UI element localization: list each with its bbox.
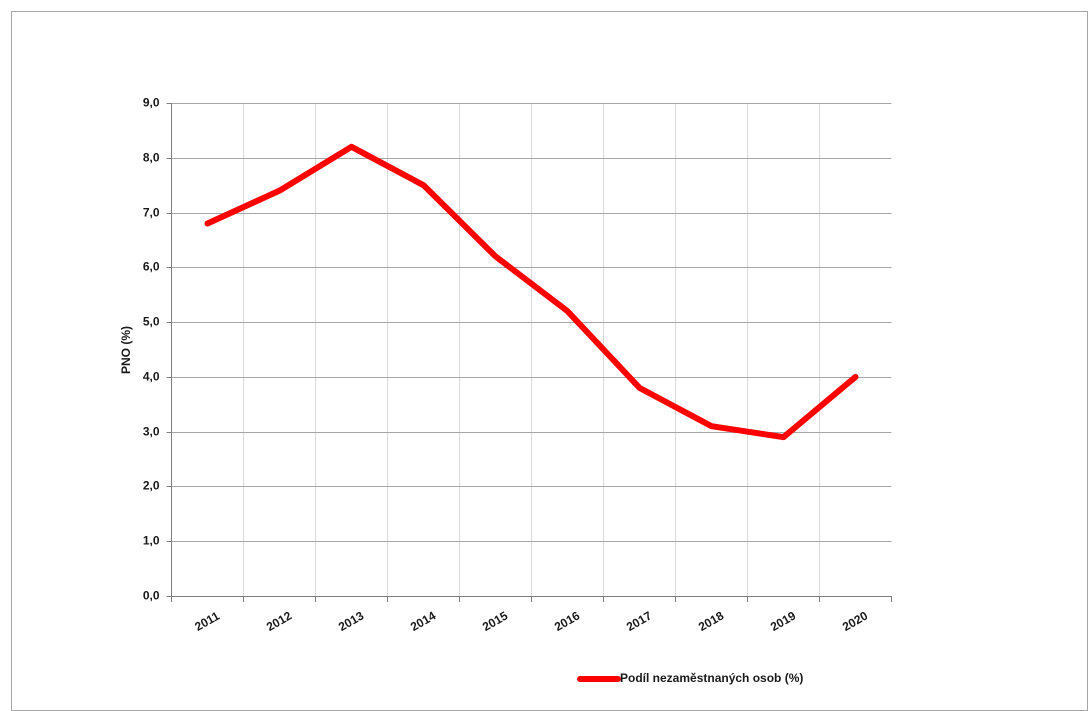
series-line <box>204 143 859 441</box>
y-tick-label: 9,0 <box>143 96 160 110</box>
x-tick-label: 2013 <box>336 608 366 634</box>
x-tick-label: 2011 <box>192 609 222 634</box>
y-tick-label: 7,0 <box>143 206 160 220</box>
x-tick-label: 2019 <box>768 608 798 634</box>
legend-label: Podíl nezaměstnaných osob (%) <box>620 671 803 685</box>
y-tick-label: 5,0 <box>143 315 160 329</box>
y-tick-label: 3,0 <box>143 425 160 439</box>
x-tick-label: 2015 <box>480 608 510 634</box>
y-tick-label: 6,0 <box>143 260 160 274</box>
y-axis-label: PNO (%) <box>119 326 133 374</box>
y-tick-label: 1,0 <box>143 534 160 548</box>
x-tick-label: 2018 <box>696 608 726 634</box>
x-tick-label: 2016 <box>552 608 582 634</box>
x-tick-label: 2017 <box>624 608 654 634</box>
x-tick-label: 2020 <box>840 608 870 634</box>
y-tick-label: 8,0 <box>143 151 160 165</box>
x-tick-label: 2012 <box>264 608 294 634</box>
y-tick-label: 4,0 <box>143 370 160 384</box>
x-tick-label: 2014 <box>408 608 438 634</box>
y-tick-label: 2,0 <box>143 479 160 493</box>
y-tick-label: 0,0 <box>143 589 160 603</box>
chart-border <box>11 11 1088 711</box>
